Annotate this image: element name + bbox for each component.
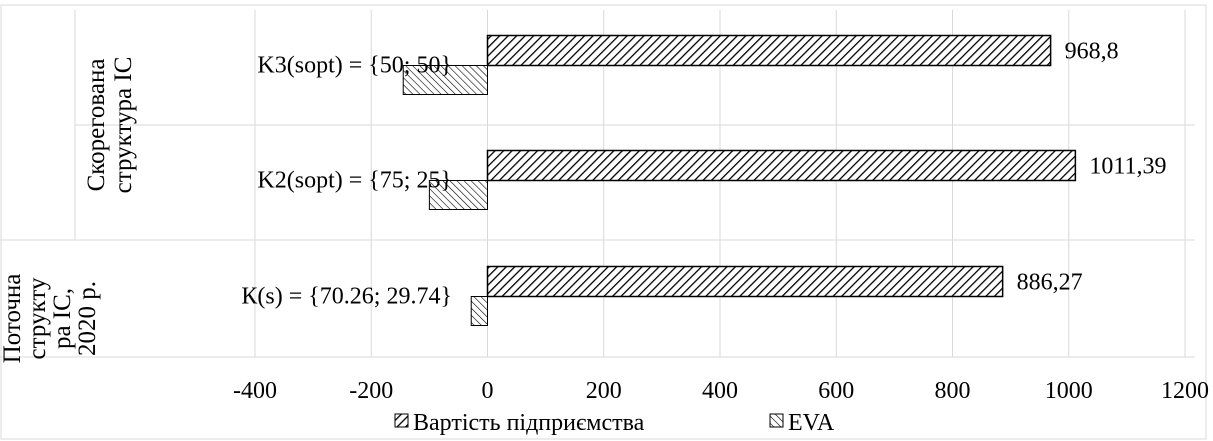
bar-vartist [486,265,1004,298]
legend-label: Вартість підприємства [413,410,645,436]
group-label: Поточнаструктура ІС,2020 р. [0,274,101,364]
x-tick-label: 800 [935,378,971,404]
x-tick-label: 600 [818,378,854,404]
x-tick-label: 400 [702,378,738,404]
group-label: Скорегованаструктура ІС [83,57,137,194]
bar-eva [402,65,488,95]
x-tick-label: 0 [482,378,494,404]
legend-swatch [394,413,409,428]
x-tick-label: -200 [349,378,393,404]
legend-label: EVA [788,410,835,436]
x-tick-label: 1200 [1161,378,1209,404]
bar-eva [428,180,488,210]
data-label: 886,27 [1017,270,1083,296]
bar-vartist [486,34,1052,67]
bar-eva [470,296,489,326]
category-label: K3(sopt) = {50; 50} [257,53,452,79]
category-label: К(s) = {70.26; 29.74} [241,284,452,310]
bar-vartist [486,149,1077,182]
x-tick-label: -400 [233,378,277,404]
chart-border [0,4,1207,440]
x-tick-label: 200 [586,378,622,404]
data-label: 1011,39 [1089,154,1166,180]
category-label: K2(sopt) = {75; 25} [257,168,452,194]
x-tick-label: 1000 [1045,378,1093,404]
data-label: 968,8 [1065,39,1119,65]
legend-swatch [769,413,784,428]
